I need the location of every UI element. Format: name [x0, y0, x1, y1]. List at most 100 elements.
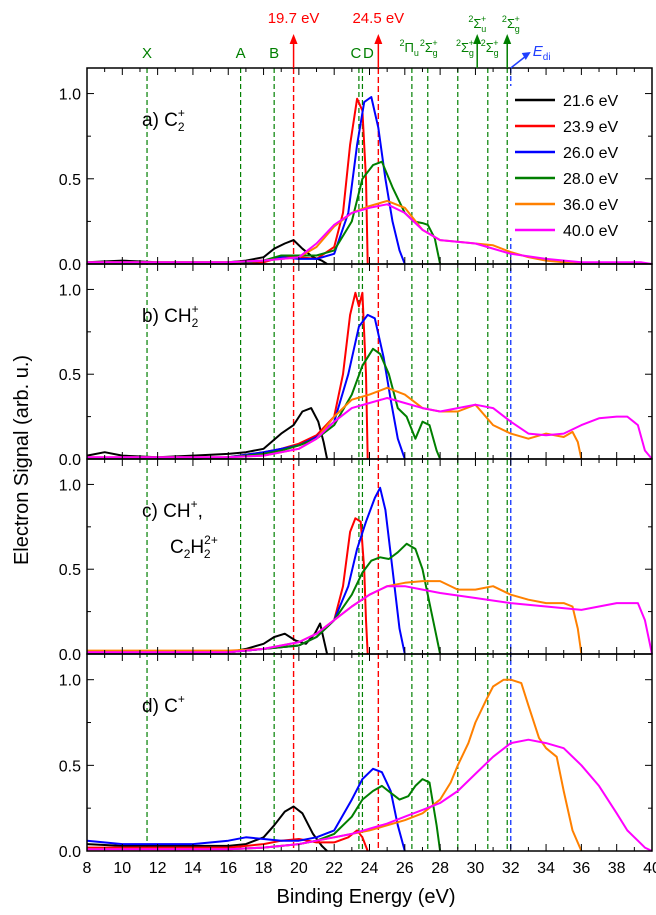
- series-line: [87, 622, 329, 655]
- green-arrow-head: [473, 34, 482, 44]
- state-label: B: [269, 45, 279, 62]
- panel-label-main: H: [190, 537, 204, 558]
- state-greek: Π: [405, 40, 414, 55]
- state-sub: u: [481, 24, 486, 34]
- panel-label-line2: C2H2+ 2: [170, 533, 218, 561]
- series-line: [86, 805, 328, 852]
- series-line: [86, 239, 328, 265]
- legend-label: 40.0 eV: [563, 223, 618, 240]
- axes-text: Electron Signal (arb. u.) Binding Energy…: [11, 355, 656, 908]
- state-greek: Σ: [473, 16, 481, 31]
- panel-label-suffix: ,: [198, 501, 203, 522]
- x-tick-label: 36: [572, 860, 590, 877]
- state-sup: 2: [468, 14, 473, 24]
- state-label: X: [142, 45, 152, 62]
- panel-label-main: a) C: [142, 110, 178, 131]
- panel-label-sub: 2: [204, 547, 211, 561]
- x-tick-label: 16: [219, 860, 237, 877]
- x-tick-label: 8: [83, 860, 92, 877]
- y-tick-label: 1.0: [59, 282, 81, 299]
- y-tick-label: 0.5: [59, 758, 81, 775]
- state-label: A: [236, 45, 246, 62]
- series-line: [87, 397, 653, 460]
- y-tick-label: 0.0: [59, 647, 81, 664]
- panel-label: a) C+ 2: [142, 106, 185, 134]
- state-plus: +: [432, 38, 437, 48]
- panel-label-sub: 2: [178, 120, 185, 134]
- x-tick-label: 26: [396, 860, 414, 877]
- panel-d: 0.0 0.5 1.0 d) C+: [59, 653, 653, 861]
- panel-label-main: C: [170, 537, 184, 558]
- series-line: [86, 407, 329, 460]
- x-tick-label: 10: [113, 860, 131, 877]
- state-sigma-u: 2Σ+ u: [468, 14, 486, 34]
- state-greek: Σ: [461, 40, 469, 55]
- state-sigma-g: 2Σ+ g: [420, 38, 438, 58]
- panel-label: d) C+: [142, 692, 185, 717]
- y-tick-label: 0.5: [59, 172, 81, 189]
- state-sub: g: [433, 48, 438, 58]
- y-tick-label: 0.5: [59, 367, 81, 384]
- edi-label: Edi: [533, 43, 551, 63]
- panel-label-sup: +: [178, 692, 185, 706]
- y-tick-label: 0.5: [59, 562, 81, 579]
- series-line: [87, 738, 653, 852]
- state-sup: 2: [456, 38, 461, 48]
- x-tick-label: 14: [184, 860, 202, 877]
- panel-b: 0.0 0.5 1.0 b) CH+ 2: [59, 263, 653, 469]
- green-arrow-head: [503, 34, 512, 44]
- panel-frame: [86, 263, 653, 460]
- panel-label-sup: +: [192, 302, 199, 316]
- x-axis-label: Binding Energy (eV): [277, 886, 456, 908]
- edi-sub: di: [543, 52, 551, 63]
- x-tick-label: 22: [325, 860, 343, 877]
- state-sup: 2: [481, 38, 486, 48]
- series-line: [87, 585, 653, 655]
- state-plus: +: [493, 38, 498, 48]
- red-energy-label: 24.5 eV: [352, 10, 404, 27]
- state-greek: Σ: [507, 16, 515, 31]
- state-label: D: [363, 45, 374, 62]
- series-line: [228, 542, 442, 655]
- legend: 21.6 eV 23.9 eV 26.0 eV 28.0 eV 36.0 eV 40.0 …: [508, 86, 644, 240]
- edi-arrow-shaft: [510, 56, 526, 69]
- panel-label-main: c) CH: [142, 501, 191, 522]
- y-tick-label: 0.0: [59, 844, 81, 861]
- state-sub: g: [515, 24, 520, 34]
- state-sup: 2: [400, 38, 405, 48]
- red-arrow-head: [289, 34, 298, 44]
- legend-box: [508, 86, 644, 238]
- series-line: [86, 767, 406, 852]
- panel-label-sup: 2+: [204, 533, 218, 547]
- state-sub: g: [469, 48, 474, 58]
- state-sup: 2: [420, 38, 425, 48]
- state-greek: Σ: [486, 40, 494, 55]
- y-tick-label: 0.0: [59, 257, 81, 274]
- panel-label: b) CH+ 2: [142, 302, 199, 330]
- x-tick-label: 12: [149, 860, 167, 877]
- panel-label-sub: 2: [192, 316, 199, 330]
- y-tick-label: 1.0: [59, 477, 81, 494]
- x-tick-label: 24: [361, 860, 379, 877]
- series-line: [228, 160, 442, 265]
- state-plus: +: [514, 14, 519, 24]
- panel-label-sup: +: [191, 497, 198, 511]
- state-pi-u: 2Πu: [400, 38, 419, 58]
- y-tick-label: 0.0: [59, 452, 81, 469]
- legend-label: 26.0 eV: [563, 145, 618, 162]
- x-tick-label: 34: [537, 860, 555, 877]
- x-tick-label: 32: [502, 860, 520, 877]
- x-tick-label: 18: [255, 860, 273, 877]
- x-tick-label: 40: [643, 860, 656, 877]
- edi-arrow-head: [521, 52, 531, 60]
- panel-label-sub: 2: [184, 547, 191, 561]
- state-sigma-g: 2Σ+ g: [502, 14, 520, 34]
- state-sub: g: [494, 48, 499, 58]
- x-tick-label: 28: [431, 860, 449, 877]
- legend-label: 23.9 eV: [563, 119, 618, 136]
- panel-label-sup: +: [178, 106, 185, 120]
- panel-c: 0.00.51.0c) CH+,C2H2+ 2: [59, 458, 653, 664]
- panel-label: c) CH+,: [142, 497, 203, 522]
